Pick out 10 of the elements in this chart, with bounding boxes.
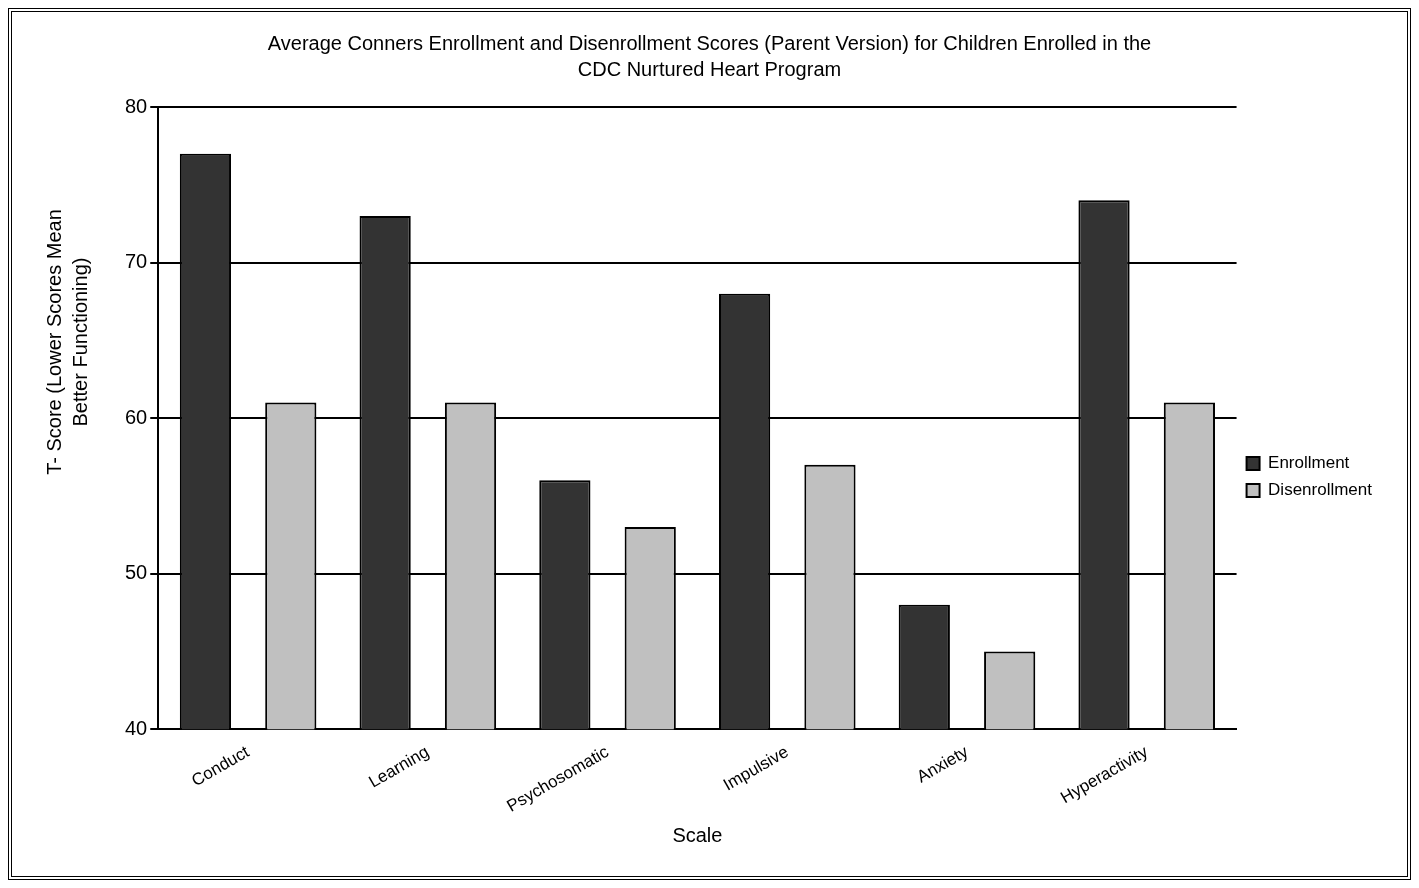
y-tick-label: 70 bbox=[125, 250, 148, 273]
y-tick-label: 80 bbox=[125, 94, 148, 117]
legend-label: Disenrollment bbox=[1268, 480, 1373, 500]
y-tick-label: 50 bbox=[125, 561, 148, 584]
chart-title: Average Conners Enrollment and Disenrollment Scores (Parent Version) for Children Enrolled in the CDC Nurtured Heart Program bbox=[266, 31, 1153, 82]
y-axis-title: T- Score (Lower Scores Mean Better Functioning) bbox=[42, 208, 92, 477]
legend-label: Enrollment bbox=[1268, 453, 1350, 473]
x-axis-title: Scale bbox=[672, 823, 723, 846]
y-tick-label: 40 bbox=[125, 716, 148, 739]
y-tick-label: 60 bbox=[125, 405, 148, 428]
